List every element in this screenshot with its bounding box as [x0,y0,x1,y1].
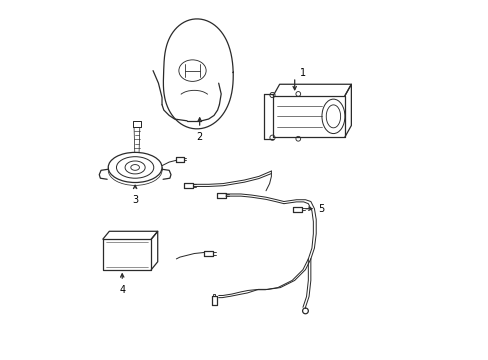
Text: 5: 5 [317,204,324,214]
Text: 4: 4 [119,285,125,295]
Text: 3: 3 [132,195,138,205]
Text: 1: 1 [300,68,305,78]
Text: 2: 2 [196,132,203,141]
